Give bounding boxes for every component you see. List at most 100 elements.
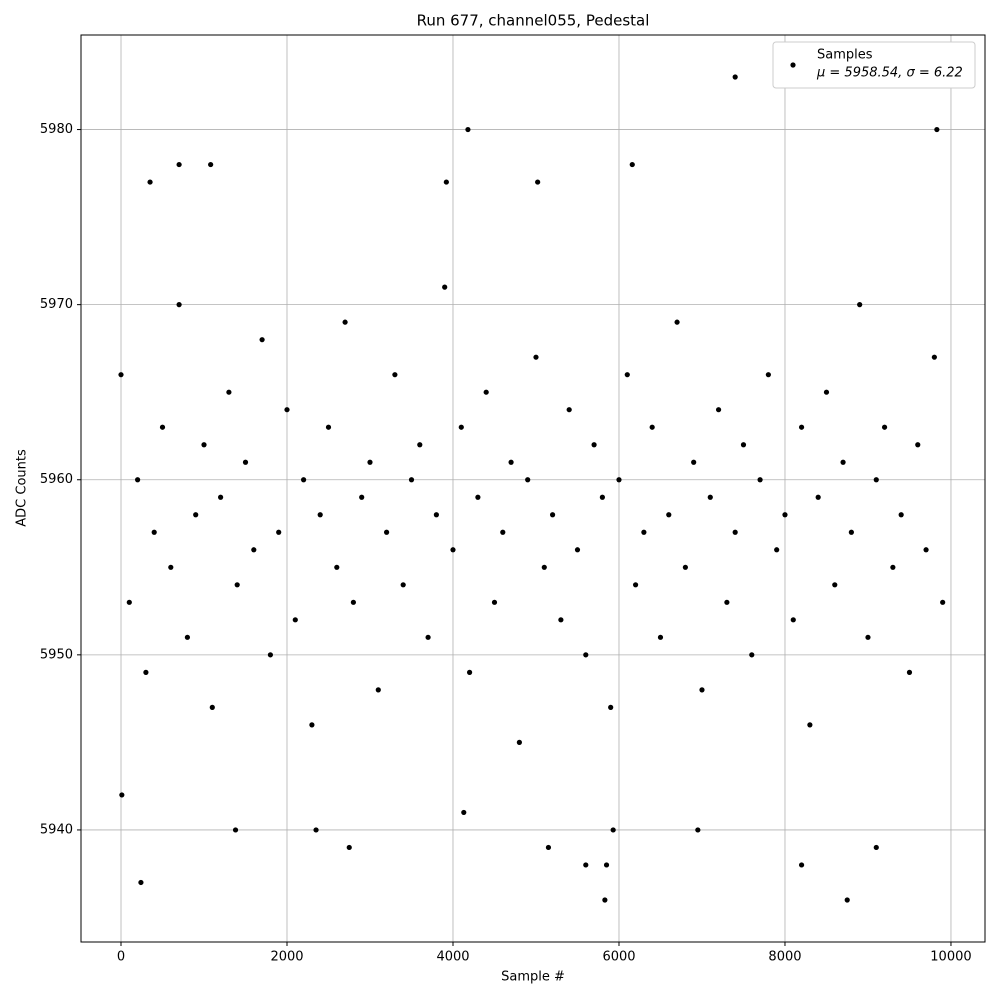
- data-point: [450, 547, 456, 553]
- data-point: [400, 582, 406, 588]
- x-tick-label: 4000: [436, 950, 469, 965]
- data-point: [118, 372, 124, 378]
- data-point: [848, 529, 854, 535]
- data-point: [707, 494, 713, 500]
- legend-box: [772, 41, 976, 89]
- data-point: [610, 827, 616, 833]
- data-point: [931, 354, 937, 360]
- data-point: [840, 459, 846, 465]
- data-point: [674, 319, 680, 325]
- y-tick-label: 5950: [40, 647, 73, 662]
- data-point: [602, 897, 608, 903]
- data-point: [906, 669, 913, 675]
- data-point: [359, 494, 365, 500]
- data-point: [749, 652, 755, 658]
- data-point: [881, 424, 888, 430]
- y-tick-label: 5980: [40, 122, 73, 137]
- data-point: [934, 126, 940, 133]
- data-point: [699, 687, 705, 693]
- data-point: [442, 284, 448, 290]
- data-point: [176, 161, 182, 168]
- data-point: [558, 617, 564, 623]
- data-point: [624, 372, 630, 378]
- legend-label: Samples: [817, 48, 873, 63]
- plot-frame: [80, 34, 986, 943]
- data-point: [574, 547, 581, 553]
- x-tick-label: 10000: [930, 950, 971, 965]
- data-point: [832, 582, 838, 588]
- data-point: [790, 617, 796, 623]
- data-point: [516, 739, 522, 745]
- data-point: [242, 459, 249, 465]
- data-point: [666, 512, 672, 518]
- data-point: [151, 529, 157, 535]
- legend-stats: μ = 5958.54, σ = 6.22: [816, 66, 963, 81]
- data-point: [632, 582, 639, 588]
- data-point: [940, 599, 946, 605]
- data-point: [915, 442, 921, 448]
- data-point: [616, 477, 622, 483]
- data-point: [475, 494, 481, 500]
- data-point: [566, 407, 572, 413]
- data-point: [757, 477, 763, 483]
- x-tick-label: 2000: [270, 950, 303, 965]
- data-point: [309, 722, 315, 728]
- data-point: [251, 547, 257, 553]
- data-point: [208, 161, 214, 168]
- data-point: [732, 74, 738, 80]
- data-point: [599, 494, 605, 500]
- data-point: [284, 407, 290, 413]
- data-point: [525, 477, 531, 483]
- x-tick-label: 0: [117, 950, 125, 965]
- data-point: [119, 792, 125, 798]
- data-point: [325, 424, 332, 430]
- data-point: [691, 459, 697, 465]
- data-point: [313, 827, 319, 833]
- data-point: [408, 477, 415, 483]
- data-point: [317, 512, 323, 518]
- data-point: [466, 669, 473, 675]
- data-point: [807, 722, 813, 728]
- data-point: [143, 669, 149, 675]
- data-point: [458, 424, 464, 430]
- data-point: [715, 407, 722, 413]
- y-axis-label: ADC Counts: [15, 449, 30, 527]
- data-point: [465, 126, 471, 133]
- data-point: [425, 634, 431, 640]
- data-point: [641, 529, 647, 535]
- data-point: [234, 582, 240, 588]
- data-point: [218, 494, 224, 500]
- data-point: [267, 652, 273, 658]
- data-point: [533, 354, 539, 360]
- data-point: [292, 617, 298, 623]
- legend-marker: [790, 62, 796, 68]
- data-point: [500, 529, 506, 535]
- data-point: [168, 564, 174, 570]
- data-point: [695, 827, 701, 833]
- data-point: [591, 442, 597, 448]
- data-point: [232, 827, 239, 833]
- y-tick-label: 5960: [40, 472, 73, 487]
- x-axis-label: Sample #: [501, 970, 565, 985]
- chart-title: Run 677, channel055, Pedestal: [417, 12, 650, 30]
- data-point: [898, 512, 904, 518]
- data-point: [193, 512, 199, 518]
- data-point: [873, 477, 879, 483]
- data-point: [583, 862, 589, 868]
- data-point: [461, 809, 467, 816]
- data-point: [890, 564, 896, 570]
- data-point: [545, 844, 552, 851]
- data-point: [138, 879, 144, 886]
- data-point: [417, 442, 423, 448]
- data-point: [865, 634, 871, 640]
- data-point: [135, 477, 141, 483]
- data-point: [603, 862, 610, 868]
- data-point: [342, 319, 348, 325]
- data-point: [508, 459, 514, 465]
- data-point: [608, 704, 614, 710]
- data-point: [857, 302, 863, 308]
- data-point: [657, 634, 664, 640]
- data-point: [147, 179, 153, 185]
- data-point: [782, 512, 788, 518]
- data-point: [201, 442, 207, 448]
